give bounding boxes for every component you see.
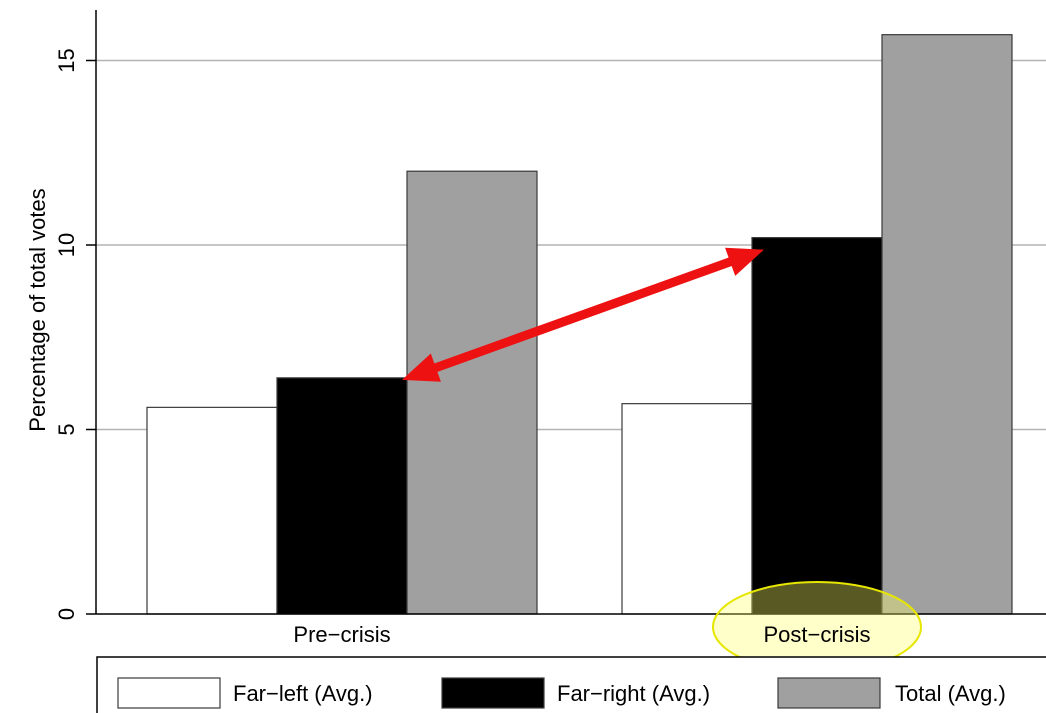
- y-ticks: 0 5 10 15: [54, 48, 96, 620]
- legend-box: [96, 656, 1046, 713]
- legend-swatch: [441, 677, 545, 709]
- legend-label: Far−right (Avg.): [557, 681, 710, 706]
- arrowhead: [725, 247, 764, 276]
- arrow-annotation: [402, 247, 764, 382]
- arrowhead: [402, 353, 441, 382]
- bar: [621, 403, 753, 615]
- y-tick-label: 5: [54, 423, 79, 435]
- legend-label: Far−left (Avg.): [233, 681, 373, 706]
- bar: [881, 34, 1013, 615]
- category-label: Post−crisis: [764, 622, 871, 647]
- bars: [146, 34, 1013, 615]
- legend: Far−left (Avg.) Far−right (Avg.) Total (Av…: [96, 656, 1046, 713]
- arrow-shaft: [427, 255, 739, 375]
- bar: [751, 237, 883, 615]
- y-tick-label: 10: [54, 233, 79, 257]
- bar: [406, 170, 538, 615]
- y-tick-label: 0: [54, 608, 79, 620]
- legend-label: Total (Avg.): [895, 681, 1006, 706]
- category-label: Pre−crisis: [293, 622, 390, 647]
- bar: [146, 406, 278, 615]
- y-tick-label: 15: [54, 48, 79, 72]
- legend-swatch: [777, 677, 881, 709]
- legend-swatch: [117, 677, 221, 709]
- bar: [276, 377, 408, 615]
- y-axis-title: Percentage of total votes: [25, 188, 50, 431]
- category-labels: Pre−crisis Post−crisis: [293, 622, 870, 647]
